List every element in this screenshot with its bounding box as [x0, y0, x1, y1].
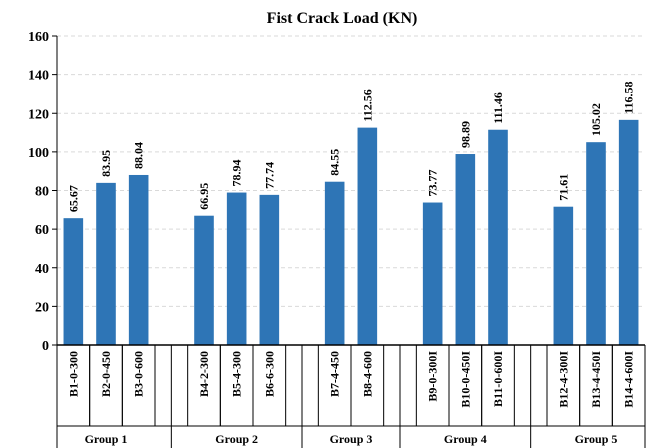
- bar: [324, 181, 345, 345]
- bar: [259, 194, 280, 345]
- y-tick-label: 60: [35, 223, 49, 238]
- x-tick-label: B4-2-300: [197, 351, 211, 397]
- data-label: 77.74: [262, 162, 276, 189]
- x-axis: B1-0-300 B2-0-450 B3-0-600 Group 1 B4-2-300 B…: [56, 344, 646, 448]
- y-tick-label: 140: [28, 69, 49, 84]
- x-tick-label: B7-4-450: [328, 351, 342, 397]
- x-tick-label: B10-0-450I: [458, 351, 472, 408]
- y-tick-label: 0: [42, 339, 49, 354]
- chart-title: Fist Crack Load (KN): [267, 10, 418, 27]
- data-label: 73.77: [426, 170, 440, 197]
- bar: [96, 182, 116, 345]
- data-label: 116.58: [622, 82, 636, 114]
- group-label: Group 5: [575, 432, 618, 446]
- x-tick-label: B3-0-600: [132, 351, 146, 397]
- x-tick-label: B11-0-600I: [491, 351, 505, 407]
- x-tick-label: B5-4-300: [230, 351, 244, 397]
- data-label: 84.55: [328, 149, 342, 176]
- data-label: 71.61: [556, 174, 570, 201]
- data-label: 88.04: [132, 142, 146, 169]
- bar: [618, 119, 639, 345]
- y-tick-label: 80: [35, 185, 49, 200]
- bar: [488, 129, 508, 345]
- bar: [226, 192, 247, 345]
- group-label: Group 2: [215, 432, 258, 446]
- data-label: 65.67: [66, 185, 80, 212]
- data-label: 83.95: [99, 150, 113, 177]
- bar: [553, 206, 574, 345]
- x-tick-label: B6-6-300: [262, 351, 276, 397]
- bar: [357, 127, 378, 345]
- data-label: 105.02: [589, 103, 603, 136]
- data-label: 66.95: [197, 183, 211, 210]
- x-tick-label: B1-0-300: [66, 351, 80, 397]
- bars: 65.67 83.95 88.04 66.95 78.94 77.74 84.55 112.5…: [63, 82, 639, 345]
- x-tick-label: B12-4-300I: [556, 351, 570, 408]
- y-axis: 0 20 40 60 80 100 120 140 160: [28, 30, 58, 354]
- x-tick-label: B8-4-600: [360, 351, 374, 397]
- x-tick-label: B13-4-450I: [589, 351, 603, 408]
- group-label: Group 3: [330, 432, 373, 446]
- data-label: 111.46: [491, 92, 505, 124]
- y-tick-label: 120: [28, 107, 49, 122]
- bar: [586, 142, 606, 345]
- bar: [63, 218, 84, 345]
- data-label: 98.89: [458, 121, 472, 148]
- y-tick-label: 160: [28, 30, 49, 45]
- gridlines: [57, 35, 645, 307]
- group-label: Group 4: [444, 432, 487, 446]
- x-tick-label: B2-0-450: [99, 351, 113, 397]
- y-tick-label: 40: [35, 262, 49, 277]
- bar: [128, 174, 149, 345]
- data-label: 78.94: [230, 160, 244, 187]
- y-tick-label: 20: [35, 300, 49, 315]
- group-label: Group 1: [85, 432, 128, 446]
- y-tick-label: 100: [28, 146, 49, 161]
- bar: [422, 202, 443, 345]
- x-tick-label: B14-4-600I: [622, 351, 636, 408]
- bar: [455, 154, 476, 345]
- x-tick-label: B9-0-300I: [426, 351, 440, 402]
- data-label: 112.56: [360, 89, 374, 121]
- bar: [194, 215, 214, 345]
